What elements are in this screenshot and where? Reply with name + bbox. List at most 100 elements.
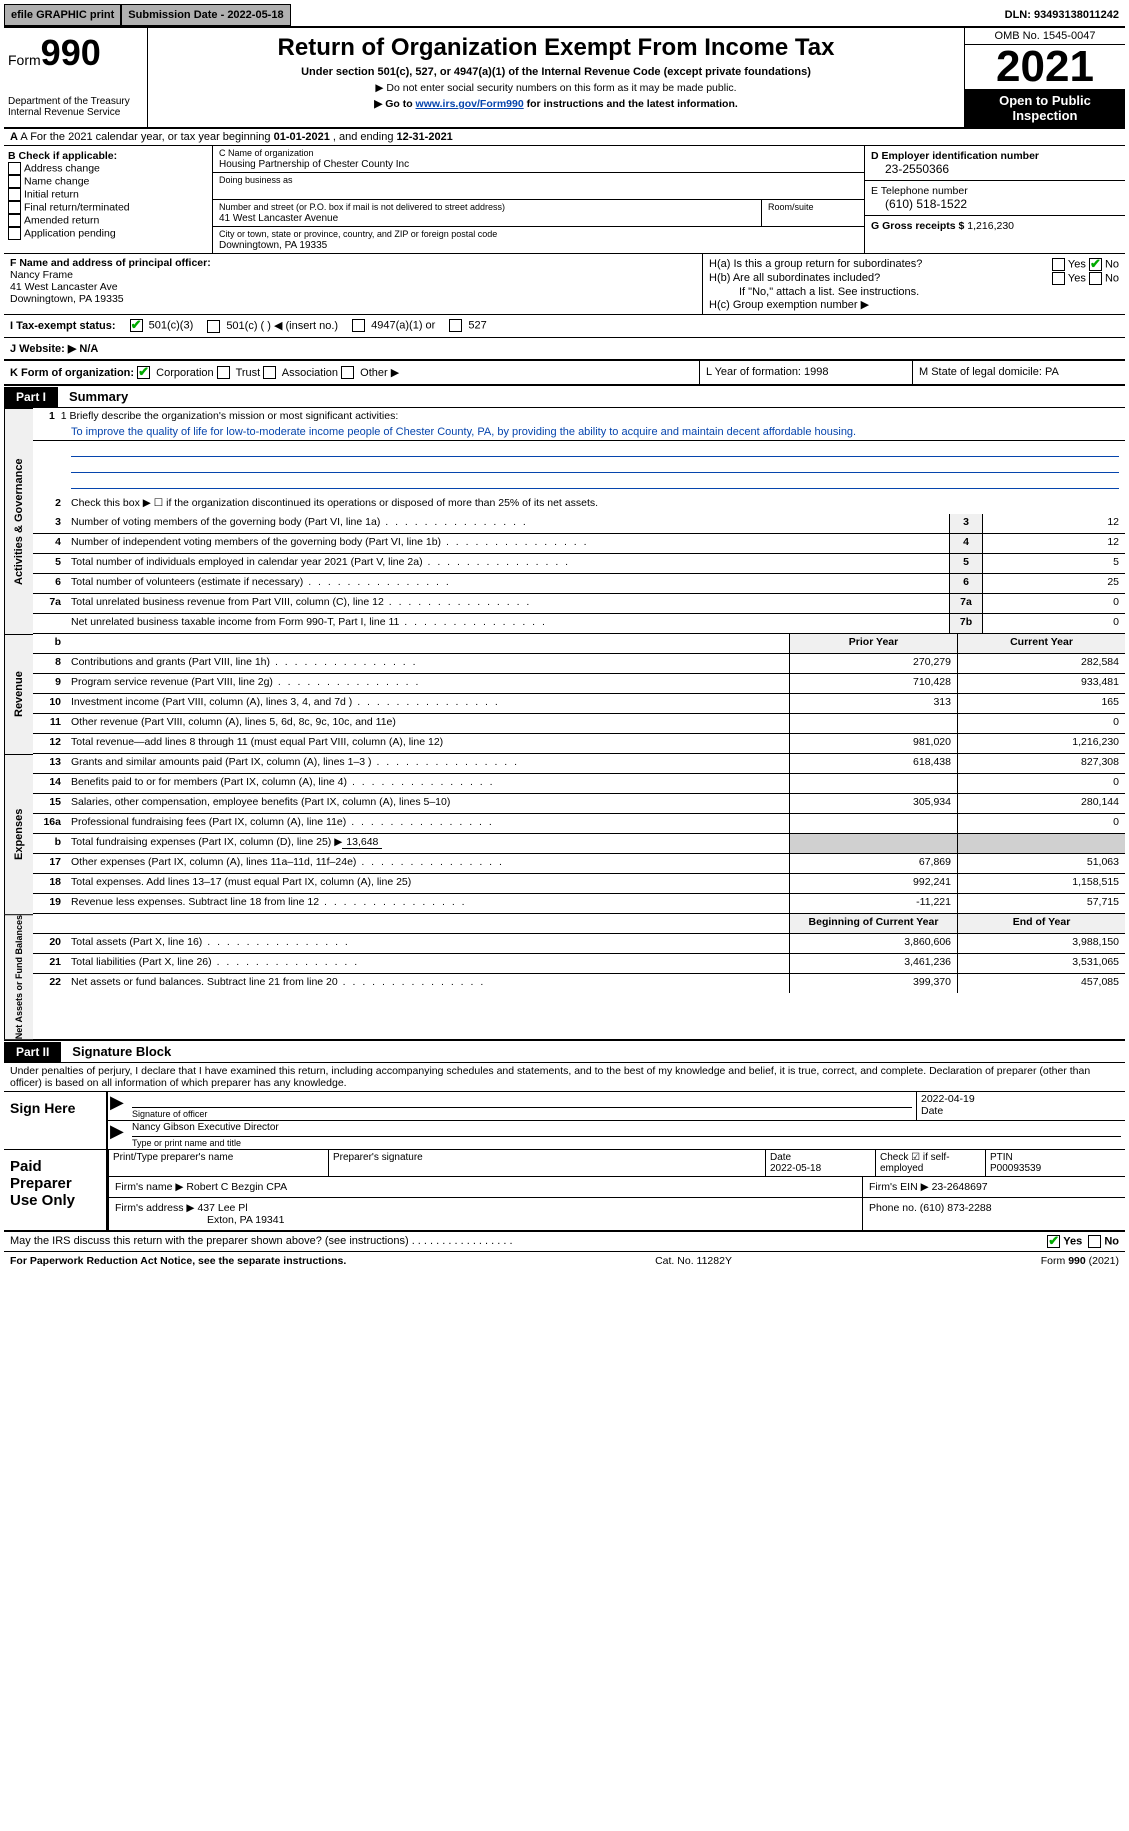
efile-button[interactable]: efile GRAPHIC print (4, 4, 121, 26)
phone-label: E Telephone number (871, 185, 968, 197)
discuss-yes: Yes (1063, 1236, 1082, 1248)
l4-val: 12 (982, 534, 1125, 553)
form-subtitle: Under section 501(c), 527, or 4947(a)(1)… (156, 66, 956, 78)
gross-label: G Gross receipts $ (871, 220, 967, 232)
cb-4947[interactable] (352, 319, 365, 332)
room-label: Room/suite (768, 202, 814, 212)
l17-c: 51,063 (957, 854, 1125, 873)
col-prior: Prior Year (789, 634, 957, 653)
firm-addr2: Exton, PA 19341 (115, 1214, 284, 1226)
cb-501c3[interactable] (130, 319, 143, 332)
l8-c: 282,584 (957, 654, 1125, 673)
discuss-line: May the IRS discuss this return with the… (4, 1231, 1125, 1251)
firm-ein-label: Firm's EIN ▶ (869, 1181, 932, 1193)
cb-corp[interactable] (137, 366, 150, 379)
cb-trust[interactable] (217, 366, 230, 379)
arrow-icon-2: ▶ (108, 1121, 128, 1149)
officer-signed: Nancy Gibson Executive Director (132, 1122, 1121, 1137)
l9-c: 933,481 (957, 674, 1125, 693)
q1-label: 1 Briefly describe the organization's mi… (61, 410, 399, 422)
l8-p: 270,279 (789, 654, 957, 673)
l10-c: 165 (957, 694, 1125, 713)
line-a-mid: , and ending (330, 131, 397, 143)
cb-amended[interactable] (8, 214, 21, 227)
cb-initial[interactable] (8, 188, 21, 201)
cb-527[interactable] (449, 319, 462, 332)
prep-h1: Print/Type preparer's name (108, 1150, 328, 1177)
l14-desc: Benefits paid to or for members (Part IX… (67, 774, 789, 793)
cb-discuss-yes[interactable] (1047, 1235, 1060, 1248)
cb-hb-no[interactable] (1089, 272, 1102, 285)
l19-p: -11,221 (789, 894, 957, 913)
firm-phone-label: Phone no. (869, 1202, 920, 1214)
l12-p: 981,020 (789, 734, 957, 753)
irs-label: Internal Revenue Service (8, 107, 143, 118)
sidebar-ag: Activities & Governance (4, 408, 33, 634)
l15-c: 280,144 (957, 794, 1125, 813)
open-inspection: Open to Public Inspection (965, 89, 1125, 127)
prep-h5: PTIN (990, 1152, 1013, 1163)
col-begin: Beginning of Current Year (789, 914, 957, 933)
l16b-c (957, 834, 1125, 853)
city-label: City or town, state or province, country… (219, 229, 497, 239)
opt-4947: 4947(a)(1) or (371, 320, 435, 332)
form-header: Form990 Department of the Treasury Inter… (4, 28, 1125, 129)
footer-mid: Cat. No. 11282Y (655, 1255, 732, 1267)
city-value: Downingtown, PA 19335 (219, 240, 327, 251)
l11-p (789, 714, 957, 733)
cb-name[interactable] (8, 175, 21, 188)
l16a-desc: Professional fundraising fees (Part IX, … (67, 814, 789, 833)
box-h: H(a) Is this a group return for subordin… (703, 254, 1125, 314)
state-domicile: M State of legal domicile: PA (913, 361, 1125, 385)
l7b-val: 0 (982, 614, 1125, 633)
opt-trust: Trust (236, 367, 261, 379)
form-number: 990 (41, 32, 101, 73)
opt-assoc: Association (282, 367, 338, 379)
prep-h3: Date (770, 1152, 791, 1163)
cb-assoc[interactable] (263, 366, 276, 379)
discuss-no: No (1104, 1236, 1119, 1248)
irs-link[interactable]: www.irs.gov/Form990 (416, 98, 524, 110)
l20-p: 3,860,606 (789, 934, 957, 953)
l6-desc: Total number of volunteers (estimate if … (67, 574, 949, 593)
part2-tag: Part II (4, 1042, 61, 1062)
part1-tag: Part I (4, 387, 58, 407)
sign-here-label: Sign Here (4, 1092, 108, 1149)
l16b-val: 13,648 (342, 836, 382, 849)
ha-label: H(a) Is this a group return for subordin… (709, 258, 922, 271)
cb-address[interactable] (8, 162, 21, 175)
dln: DLN: 93493138011242 (999, 4, 1125, 26)
form-label: Form (8, 52, 41, 68)
l17-desc: Other expenses (Part IX, column (A), lin… (67, 854, 789, 873)
l12-desc: Total revenue—add lines 8 through 11 (mu… (67, 734, 789, 753)
cb-pending[interactable] (8, 227, 21, 240)
part1-header: Part I Summary (4, 386, 1125, 408)
cb-ha-no[interactable] (1089, 258, 1102, 271)
hb-no: No (1105, 272, 1119, 284)
opt-other: Other ▶ (360, 367, 399, 379)
cb-other[interactable] (341, 366, 354, 379)
expenses-section: Expenses 13Grants and similar amounts pa… (4, 754, 1125, 914)
cb-final[interactable] (8, 201, 21, 214)
hb-label: H(b) Are all subordinates included? (709, 272, 880, 285)
header-left: Form990 Department of the Treasury Inter… (4, 28, 148, 127)
street-label: Number and street (or P.O. box if mail i… (219, 202, 505, 212)
l13-p: 618,438 (789, 754, 957, 773)
cb-ha-yes[interactable] (1052, 258, 1065, 271)
ty-begin: 01-01-2021 (274, 131, 330, 143)
section-bcd: B Check if applicable: Address change Na… (4, 146, 1125, 254)
firm-name: Robert C Bezgin CPA (186, 1181, 287, 1193)
page-footer: For Paperwork Reduction Act Notice, see … (4, 1251, 1125, 1270)
cb-501c[interactable] (207, 320, 220, 333)
blank1 (71, 441, 1119, 457)
f-label: F Name and address of principal officer: (10, 257, 211, 269)
discuss-q: May the IRS discuss this return with the… (10, 1235, 409, 1247)
header-mid: Return of Organization Exempt From Incom… (148, 28, 964, 127)
part2-header: Part II Signature Block (4, 1041, 1125, 1063)
cb-hb-yes[interactable] (1052, 272, 1065, 285)
cb-discuss-no[interactable] (1088, 1235, 1101, 1248)
year-formation: L Year of formation: 1998 (700, 361, 913, 385)
l3-desc: Number of voting members of the governin… (67, 514, 949, 533)
l12-c: 1,216,230 (957, 734, 1125, 753)
firm-addr: 437 Lee Pl (197, 1202, 247, 1214)
